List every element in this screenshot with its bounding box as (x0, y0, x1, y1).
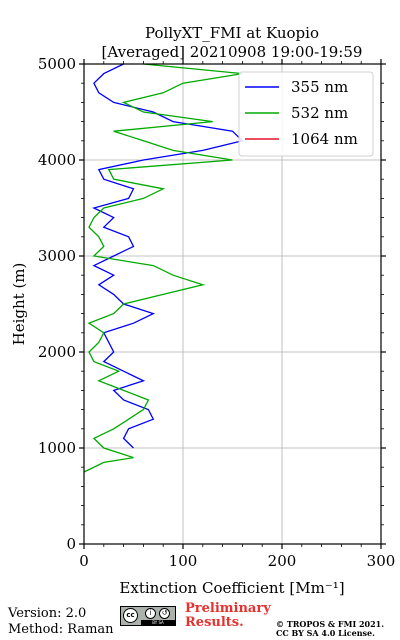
chart-subtitle: [Averaged] 20210908 19:00-19:59 (102, 43, 363, 61)
legend: 355 nm 532 nm 1064 nm (238, 71, 374, 157)
legend-label: 355 nm (291, 78, 348, 96)
preliminary-results-text: Preliminary Results. (185, 602, 271, 630)
license-line-2: CC BY SA 4.0 License. (276, 628, 375, 638)
preliminary-line-2: Results. (185, 615, 244, 630)
x-tick-label: 300 (367, 552, 396, 570)
series-line-532-nm (83, 63, 243, 473)
x-tick-label: 100 (169, 552, 198, 570)
license-line-1: © TROPOS & FMI 2021. (276, 619, 385, 629)
x-tick-label: 200 (268, 552, 297, 570)
y-tick-label: 1000 (38, 439, 76, 457)
extinction-profile-chart: PollyXT_FMI at Kuopio [Averaged] 2021090… (10, 24, 396, 597)
y-tick-label: 2000 (38, 343, 76, 361)
y-tick-label: 0 (66, 535, 76, 553)
legend-box (238, 71, 374, 157)
x-axis-label: Extinction Coefficient [Mm⁻¹] (119, 579, 344, 597)
series-line-355-nm (92, 63, 244, 449)
series-lines (83, 63, 244, 473)
plot-frame (83, 63, 382, 545)
version-text: Version: 2.0 (8, 606, 87, 621)
chart-title: PollyXT_FMI at Kuopio (145, 24, 319, 42)
cc-license-badge: cc i ↺ BY SA (120, 606, 176, 626)
cc-badge-label: BY SA (141, 620, 175, 625)
license-text: © TROPOS & FMI 2021. CC BY SA 4.0 Licens… (276, 620, 384, 638)
legend-label: 1064 nm (291, 130, 358, 148)
y-tick-label: 5000 (38, 55, 76, 73)
method-text: Method: Raman (8, 622, 114, 637)
legend-label: 532 nm (291, 104, 348, 122)
attribution-icon: i (145, 608, 156, 619)
preliminary-line-1: Preliminary (185, 601, 271, 616)
y-tick-label: 3000 (38, 247, 76, 265)
y-tick-label: 4000 (38, 151, 76, 169)
cc-icon: cc (123, 608, 138, 623)
y-axis-label: Height (m) (10, 263, 28, 346)
share-alike-icon: ↺ (159, 608, 170, 619)
x-tick-label: 0 (79, 552, 89, 570)
